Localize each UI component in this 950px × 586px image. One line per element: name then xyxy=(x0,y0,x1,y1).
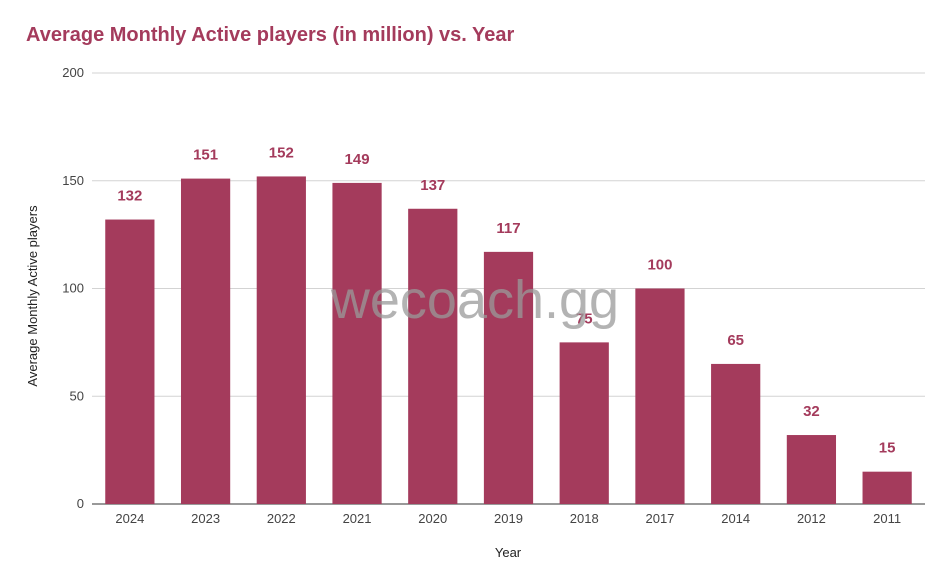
y-axis-ticks: 0 50 100 150 200 xyxy=(62,65,84,511)
y-axis-title: Average Monthly Active players xyxy=(25,205,40,387)
data-label: 151 xyxy=(193,147,218,164)
bar xyxy=(483,251,534,504)
y-tick-label: 200 xyxy=(62,65,84,80)
data-label: 65 xyxy=(727,332,744,349)
x-tick-label: 2022 xyxy=(267,511,296,526)
x-tick-label: 2024 xyxy=(115,511,144,526)
chart-title: Average Monthly Active players (in milli… xyxy=(26,24,515,46)
x-axis-title: Year xyxy=(495,545,522,560)
data-label: 137 xyxy=(420,177,445,194)
x-axis-ticks: 2024 2023 2022 2021 2020 2019 2018 2017 2014 2012… xyxy=(115,511,901,526)
data-label: 132 xyxy=(117,188,142,205)
y-tick-label: 150 xyxy=(62,173,84,188)
x-tick-label: 2017 xyxy=(645,511,674,526)
bars xyxy=(105,176,912,505)
x-tick-label: 2012 xyxy=(797,511,826,526)
bar xyxy=(408,208,458,504)
x-tick-label: 2011 xyxy=(873,511,901,526)
bar xyxy=(711,363,761,504)
data-label: 15 xyxy=(879,440,896,457)
bar xyxy=(635,288,685,504)
y-tick-label: 100 xyxy=(62,281,84,296)
x-tick-label: 2021 xyxy=(343,511,372,526)
bar xyxy=(559,342,609,504)
data-label: 152 xyxy=(269,144,294,161)
x-tick-label: 2019 xyxy=(494,511,523,526)
bar xyxy=(332,182,382,504)
watermark: wecoach.gg xyxy=(330,270,619,330)
bar xyxy=(862,471,912,504)
bar xyxy=(786,435,837,504)
x-tick-label: 2014 xyxy=(721,511,750,526)
bar xyxy=(180,178,231,504)
x-tick-label: 2018 xyxy=(570,511,599,526)
x-tick-label: 2023 xyxy=(191,511,220,526)
bar xyxy=(105,219,155,505)
bar xyxy=(256,176,306,504)
data-label: 149 xyxy=(345,151,370,168)
x-tick-label: 2020 xyxy=(418,511,447,526)
y-tick-label: 50 xyxy=(70,388,84,403)
data-label: 75 xyxy=(576,310,593,327)
data-label: 32 xyxy=(803,403,820,420)
data-label: 117 xyxy=(496,220,520,237)
y-tick-label: 0 xyxy=(77,496,84,511)
data-label: 100 xyxy=(647,257,672,274)
data-labels: 132 151 152 149 137 117 75 100 65 32 15 xyxy=(117,144,895,456)
